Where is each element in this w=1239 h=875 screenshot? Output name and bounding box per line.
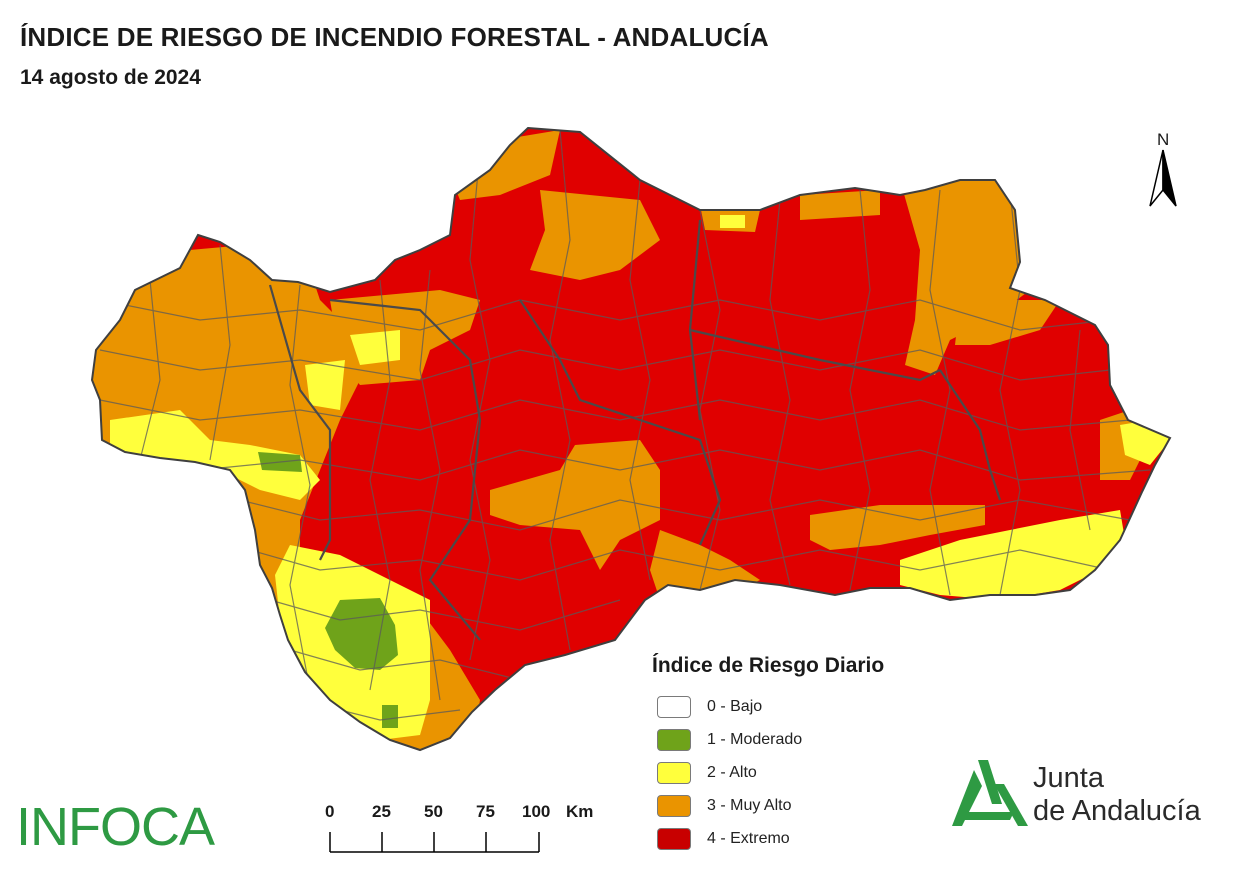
- legend-item-extremo: 4 - Extremo: [657, 828, 917, 852]
- legend-title: Índice de Riesgo Diario: [652, 654, 885, 677]
- scale-tick-label: 50: [424, 802, 443, 821]
- legend-item-bajo: 0 - Bajo: [657, 696, 917, 720]
- legend-item-moderado: 1 - Moderado: [657, 729, 917, 753]
- scale-tick-label: 100: [522, 802, 551, 821]
- scale-bar-ruler: [329, 832, 540, 853]
- north-arrow-icon: [1149, 149, 1177, 207]
- junta-line2: de Andalucía: [1033, 795, 1201, 827]
- scale-unit: Km: [566, 802, 594, 821]
- map-title: ÍNDICE DE RIESGO DE INCENDIO FORESTAL - …: [20, 22, 769, 52]
- legend-swatch: [657, 828, 691, 850]
- junta-andalucia-wordmark: Junta de Andalucía: [1033, 762, 1201, 828]
- legend: Índice de Riesgo Diario 0 - Bajo 1 - Mod…: [652, 652, 952, 862]
- legend-swatch: [657, 795, 691, 817]
- legend-swatch: [657, 696, 691, 718]
- legend-item-alto: 2 - Alto: [657, 762, 917, 786]
- map-date: 14 agosto de 2024: [20, 66, 201, 89]
- legend-label: 1 - Moderado: [707, 731, 803, 748]
- legend-item-muy-alto: 3 - Muy Alto: [657, 795, 917, 819]
- legend-label: 4 - Extremo: [707, 830, 790, 847]
- legend-label: 0 - Bajo: [707, 698, 763, 715]
- legend-swatch: [657, 762, 691, 784]
- legend-label: 2 - Alto: [707, 764, 757, 781]
- scale-bar: 0 25 50 75 100 Km: [322, 800, 612, 860]
- north-label: N: [1157, 130, 1170, 149]
- scale-tick-label: 25: [372, 802, 391, 821]
- junta-andalucia-logo-icon: [952, 760, 1028, 826]
- scale-tick-label: 75: [476, 802, 495, 821]
- junta-line1: Junta: [1033, 762, 1104, 794]
- legend-swatch: [657, 729, 691, 751]
- infoca-logo: INFOCA: [16, 797, 215, 857]
- legend-label: 3 - Muy Alto: [707, 797, 792, 814]
- scale-tick-label: 0: [325, 802, 335, 821]
